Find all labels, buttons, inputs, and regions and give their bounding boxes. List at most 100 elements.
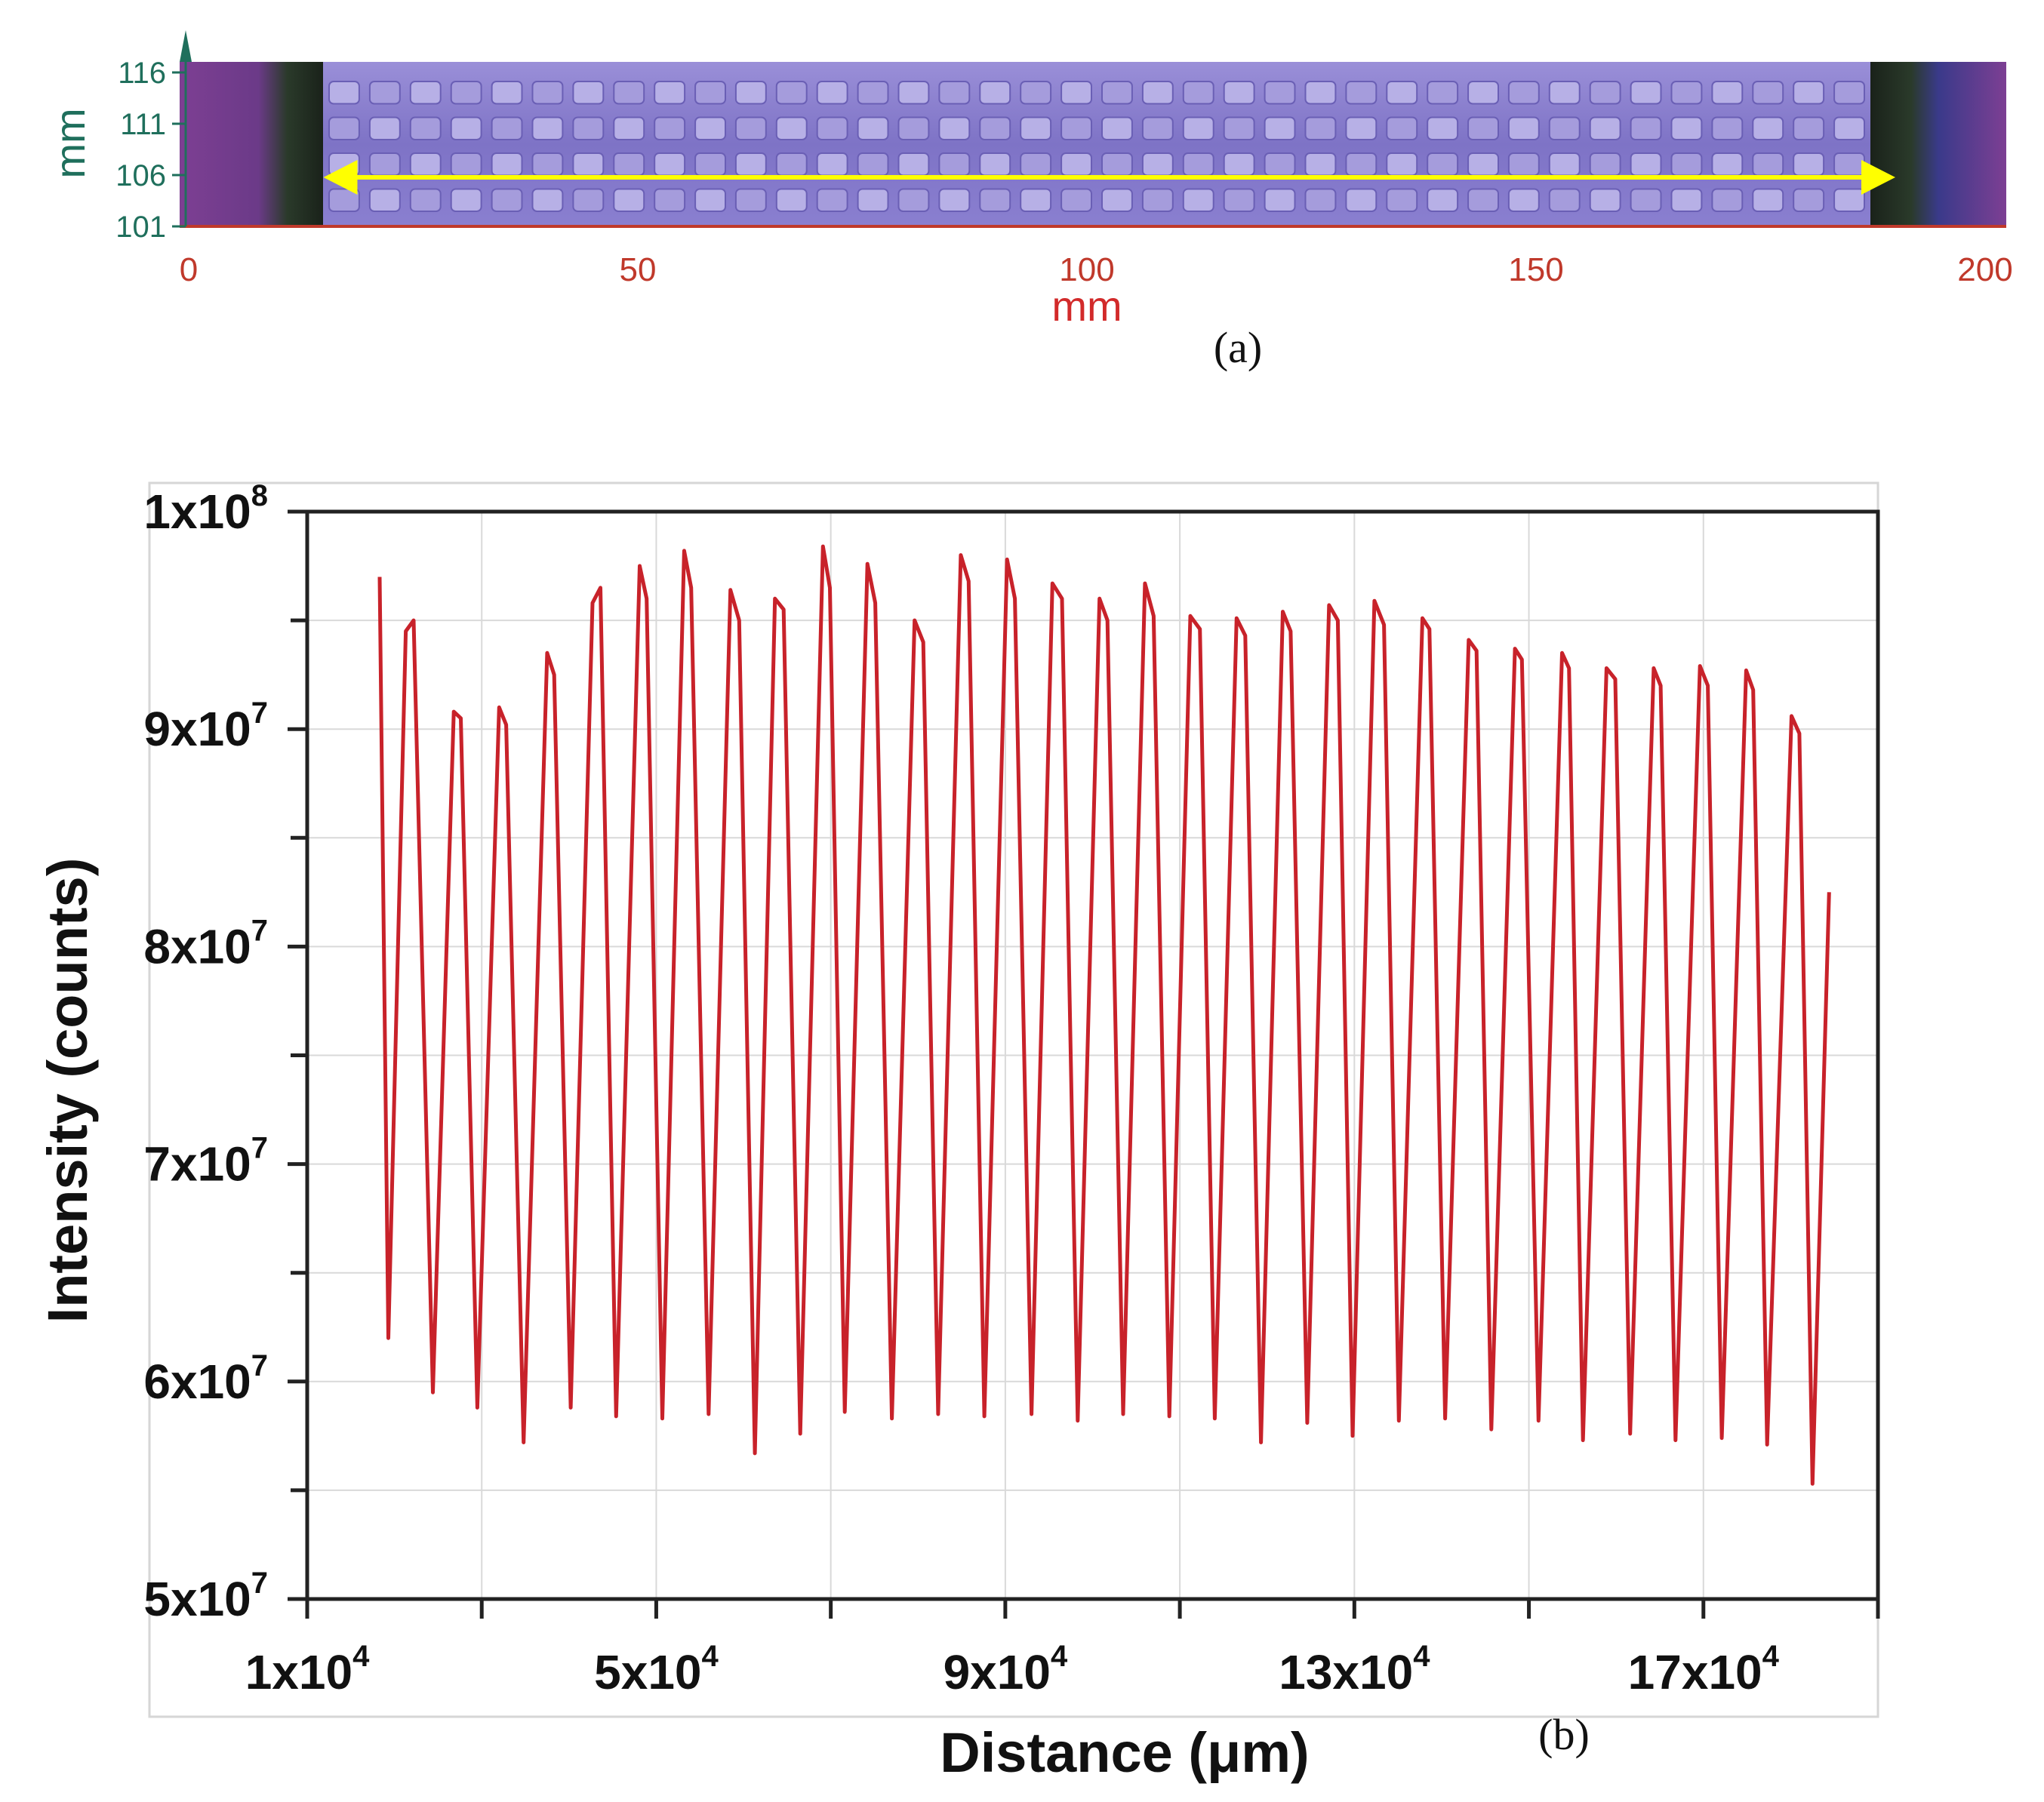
grating-cell: [1711, 188, 1744, 212]
grating-cell: [1548, 116, 1581, 140]
panel-b-y-axis-title: Intensity (counts): [36, 858, 99, 1324]
grating-cell: [1060, 152, 1092, 177]
grating-cell: [1060, 188, 1092, 212]
grating-cell: [1548, 152, 1581, 177]
grating-cell: [816, 116, 848, 140]
grating-cell: [654, 188, 686, 212]
grating-cell: [613, 116, 645, 140]
grating-cell: [979, 116, 1011, 140]
grating-cell: [1467, 81, 1499, 105]
grating-cell: [1630, 152, 1662, 177]
grating-cell: [654, 116, 686, 140]
grating-cell: [1020, 116, 1052, 140]
grating-cell: [1304, 116, 1337, 140]
panel-a-right-edge: [1870, 62, 2006, 226]
grating-cell: [1467, 152, 1499, 177]
grating-cell: [531, 116, 564, 140]
grating-cell: [979, 188, 1011, 212]
panel-a-y-tick-label: 106: [115, 159, 166, 192]
grating-cell: [1223, 81, 1255, 105]
grating-cell: [694, 188, 726, 212]
grating-cell: [734, 188, 767, 212]
panel-b-y-tick-label: 7x107: [143, 1132, 268, 1192]
panel-b-outer-frame: [148, 481, 1879, 1718]
panel-b-x-axis-title: Distance (μm): [940, 1721, 1309, 1784]
grating-cell: [1752, 152, 1784, 177]
grating-cell: [1182, 152, 1214, 177]
panel-b-y-tick-label: 1x108: [143, 479, 268, 539]
grating-cell: [368, 188, 401, 212]
grating-cell: [1345, 81, 1378, 105]
grating-cell: [1141, 116, 1174, 140]
grating-cell: [328, 188, 360, 212]
grating-cell: [816, 152, 848, 177]
grating-cell: [613, 188, 645, 212]
grating-cell: [1101, 81, 1133, 105]
grating-cell: [1427, 81, 1459, 105]
grating-cell: [450, 116, 482, 140]
panel-a-y-tick-label: 111: [120, 108, 166, 141]
grating-cell: [491, 188, 523, 212]
panel-b-y-tick-label: 9x107: [143, 697, 268, 756]
grating-cell: [531, 188, 564, 212]
grating-cell: [816, 81, 848, 105]
grating-cell: [816, 188, 848, 212]
grating-cell: [734, 152, 767, 177]
grating-cell: [1264, 81, 1296, 105]
grating-cell: [1264, 116, 1296, 140]
grating-cell: [1793, 116, 1825, 140]
grating-cell: [1833, 116, 1866, 140]
grating-cell: [1507, 188, 1540, 212]
grating-cell: [938, 152, 971, 177]
grating-cell: [1141, 81, 1174, 105]
panel-a-grating-cells: [328, 81, 1866, 212]
grating-cell: [1182, 188, 1214, 212]
panel-a-x-tick-label: 200: [1957, 251, 2012, 288]
grating-cell: [1182, 81, 1214, 105]
panel-b-x-tick-label: 9x104: [944, 1640, 1068, 1699]
panel-a-x-tick-label: 50: [620, 251, 657, 288]
grating-cell: [897, 81, 930, 105]
grating-cell: [1630, 116, 1662, 140]
panel-b-line-chart: 1x104 5x104 9x104 13x104 17x104 5x107 6x107 7x…: [36, 479, 1880, 1784]
grating-cell: [1101, 152, 1133, 177]
grating-cell: [1060, 81, 1092, 105]
grating-cell: [1304, 81, 1337, 105]
grating-cell: [1467, 188, 1499, 212]
grating-cell: [1264, 188, 1296, 212]
grating-cell: [1386, 152, 1418, 177]
grating-cell: [938, 188, 971, 212]
grating-cell: [857, 152, 889, 177]
grating-cell: [775, 152, 808, 177]
panel-b-y-tick-label: 8x107: [143, 914, 268, 973]
grating-cell: [531, 81, 564, 105]
grating-cell: [1345, 116, 1378, 140]
grating-cell: [328, 116, 360, 140]
grating-cell: [1670, 116, 1703, 140]
grating-cell: [938, 81, 971, 105]
grating-cell: [572, 81, 605, 105]
grating-cell: [450, 188, 482, 212]
panel-b-series: [377, 544, 1831, 1486]
grating-cell: [1507, 116, 1540, 140]
panel-a-y-axis-title: mm: [46, 108, 94, 178]
grating-cell: [1711, 116, 1744, 140]
grating-cell: [654, 81, 686, 105]
grating-cell: [938, 116, 971, 140]
grating-cell: [1589, 152, 1621, 177]
grating-cell: [409, 116, 442, 140]
grating-cell: [572, 152, 605, 177]
grating-cell: [1304, 152, 1337, 177]
grating-cell: [1060, 116, 1092, 140]
panel-a-x-tick-label: 0: [180, 251, 198, 288]
panel-b-y-tick-label: 6x107: [143, 1349, 268, 1409]
panel-a-x-ticks: 0 50 100 150 200: [180, 251, 2013, 288]
panel-a-y-tick-label: 101: [115, 211, 166, 244]
grating-cell: [694, 152, 726, 177]
panel-b-x-tick-label: 5x104: [594, 1640, 719, 1699]
grating-cell: [857, 116, 889, 140]
grating-cell: [1345, 188, 1378, 212]
grating-cell: [1833, 152, 1866, 177]
grating-cell: [572, 116, 605, 140]
grating-cell: [1427, 152, 1459, 177]
